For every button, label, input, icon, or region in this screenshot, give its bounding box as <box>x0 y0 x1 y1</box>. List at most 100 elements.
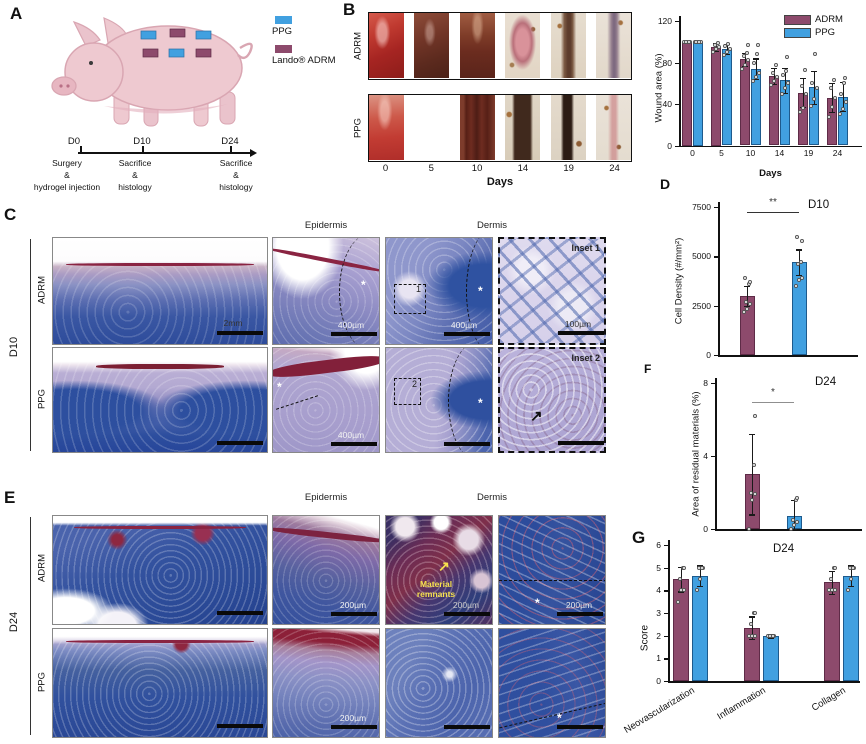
scale-bar <box>331 725 377 729</box>
data-point <box>750 79 755 84</box>
y-tick <box>675 104 679 106</box>
chart-corner-label: D10 <box>808 199 830 211</box>
error-cap <box>796 249 802 251</box>
pig-nostril <box>66 84 70 88</box>
error-cap <box>697 585 703 587</box>
chart-corner-label: D24 <box>773 543 795 555</box>
dashed-boundary <box>339 238 379 344</box>
wound-crust <box>65 263 255 267</box>
data-point <box>682 588 686 593</box>
data-point <box>772 79 777 84</box>
data-point <box>752 413 757 418</box>
data-point <box>799 84 804 89</box>
error-bar <box>813 70 815 104</box>
data-point <box>721 53 726 58</box>
histology-group-d24: D24 <box>8 611 20 633</box>
bar-ppg <box>843 575 859 681</box>
chart-legend: ADRM PPG <box>784 13 843 39</box>
dashed-boundary <box>448 348 492 452</box>
asterisk-annotation: * <box>557 711 562 725</box>
dashed-boundary <box>499 580 605 581</box>
histology-row-label-adrm: ADRM <box>36 276 48 304</box>
error-bar <box>752 616 754 640</box>
data-point <box>779 91 784 96</box>
timeline-tick <box>230 146 232 152</box>
error-cap <box>749 639 755 641</box>
data-point <box>715 40 720 45</box>
data-point <box>752 611 757 615</box>
histology-d24-adrm-epidermis: 200µm <box>272 515 380 625</box>
data-point <box>784 68 789 73</box>
bar-ppg <box>722 49 732 146</box>
histology-d10-adrm-dermis: 1 * 400µm <box>385 237 493 345</box>
x-tick-label: 10 <box>745 148 756 158</box>
error-cap <box>744 305 750 307</box>
scale-label: 2mm <box>223 318 243 328</box>
error-cap <box>752 79 759 81</box>
wound-area-xlabel: Days <box>759 168 782 179</box>
pig-patch-adrm <box>142 48 159 58</box>
data-point <box>747 527 751 531</box>
timeline-event-line: histology <box>219 182 253 192</box>
group-bracket <box>30 517 32 735</box>
data-point <box>681 565 686 570</box>
data-point <box>695 588 699 593</box>
scale-bar <box>558 441 604 445</box>
significance-label: * <box>771 387 775 398</box>
photo-day-tick: 0 <box>382 163 389 174</box>
pig-patch-ppg <box>168 48 185 58</box>
x-tick-label: 19 <box>803 148 814 158</box>
y-tick <box>714 207 718 209</box>
pig-eye <box>89 61 93 65</box>
bar-adrm <box>673 579 689 681</box>
error-bar <box>700 565 702 586</box>
x-tick-label: 0 <box>690 148 695 158</box>
wound-photo-strip-adrm <box>368 12 632 80</box>
timeline-tick <box>80 146 82 152</box>
y-tick-label: 5000 <box>692 251 711 262</box>
error-cap <box>829 593 835 595</box>
dashed-boundary <box>275 395 319 410</box>
histology-group-d10: D10 <box>8 336 20 358</box>
histology-d10-ppg-overview <box>52 347 268 453</box>
wound-crust <box>65 639 255 643</box>
legend-item-ppg: PPG <box>784 26 843 39</box>
y-axis <box>679 16 681 146</box>
x-tick-label: 14 <box>774 148 785 158</box>
photo-day-tick: 24 <box>609 163 620 174</box>
data-point <box>714 47 719 51</box>
wound-area-chart: Wound area (%) Days ADRM PPG 0 40 80 120 0 5 1… <box>650 8 866 206</box>
y-tick <box>675 62 679 64</box>
y-tick-label: 6 <box>656 540 661 550</box>
error-cap <box>839 111 846 113</box>
error-bar <box>803 78 805 108</box>
photo-day-tick: 10 <box>471 163 483 174</box>
x-axis <box>718 355 858 357</box>
data-point <box>711 50 716 55</box>
data-point <box>742 309 746 314</box>
bar-ppg <box>693 41 703 146</box>
error-cap <box>771 84 778 86</box>
y-axis <box>718 202 720 355</box>
data-point <box>773 62 778 67</box>
data-point <box>794 495 799 500</box>
wound-photo-ppg-d5 <box>414 95 449 160</box>
score-chart: Score D24 0 1 2 3 4 5 6 Neovascularization Infla… <box>622 535 866 744</box>
bar-ppg <box>692 575 708 681</box>
error-bar <box>832 571 834 594</box>
scale-bar <box>217 441 263 445</box>
timeline-event-line: Sacrifice <box>219 158 253 168</box>
histology-row-label-ppg: PPG <box>36 388 48 410</box>
scale-bar <box>444 725 490 729</box>
data-point <box>686 39 691 44</box>
data-point <box>840 107 845 112</box>
data-point <box>677 577 682 581</box>
panel-a-label: A <box>10 4 23 23</box>
error-cap <box>749 616 755 618</box>
y-tick <box>714 256 718 258</box>
error-cap <box>800 78 807 80</box>
scale-label: 400µm <box>450 320 478 330</box>
scale-bar <box>558 331 604 335</box>
y-tick <box>711 456 715 458</box>
data-point <box>740 66 745 71</box>
